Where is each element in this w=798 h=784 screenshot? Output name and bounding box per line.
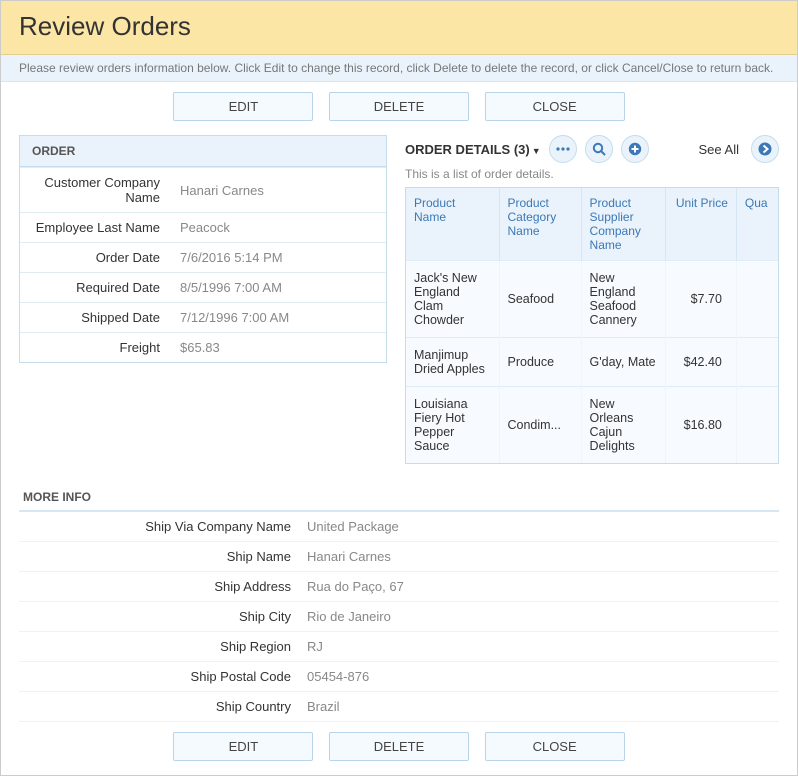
column-header[interactable]: Product Category Name xyxy=(499,188,581,261)
order-fields-table: Customer Company NameHanari Carnes Emplo… xyxy=(20,167,386,362)
more-info-title: MORE INFO xyxy=(19,482,779,512)
field-value: 8/5/1996 7:00 AM xyxy=(170,273,386,303)
add-button[interactable] xyxy=(621,135,649,163)
table-row[interactable]: Jack's New England Clam Chowder Seafood … xyxy=(406,261,778,338)
cell-product: Jack's New England Clam Chowder xyxy=(406,261,499,338)
cell-supplier: G'day, Mate xyxy=(581,338,665,387)
field-value: Hanari Carnes xyxy=(299,542,779,572)
field-value: $65.83 xyxy=(170,333,386,363)
order-details-section: ORDER DETAILS (3)▼ See All This is xyxy=(405,135,779,464)
details-hint: This is a list of order details. xyxy=(405,167,779,181)
see-all-button[interactable] xyxy=(751,135,779,163)
field-label: Ship Address xyxy=(19,572,299,602)
delete-button[interactable]: DELETE xyxy=(329,732,469,761)
field-label: Employee Last Name xyxy=(20,213,170,243)
field-label: Shipped Date xyxy=(20,303,170,333)
field-value: Rua do Paço, 67 xyxy=(299,572,779,602)
cell-category: Seafood xyxy=(499,261,581,338)
edit-button[interactable]: EDIT xyxy=(173,732,313,761)
cell-product: Manjimup Dried Apples xyxy=(406,338,499,387)
page-title: Review Orders xyxy=(19,11,779,42)
plus-icon xyxy=(627,141,643,157)
search-button[interactable] xyxy=(585,135,613,163)
page-frame: Review Orders Please review orders infor… xyxy=(0,0,798,776)
column-header[interactable]: Unit Price xyxy=(665,188,736,261)
field-label: Order Date xyxy=(20,243,170,273)
edit-button[interactable]: EDIT xyxy=(173,92,313,121)
dots-icon xyxy=(555,141,571,157)
cell-supplier: New England Seafood Cannery xyxy=(581,261,665,338)
field-value: Hanari Carnes xyxy=(170,168,386,213)
more-info-table: Ship Via Company NameUnited Package Ship… xyxy=(19,512,779,722)
column-header[interactable]: Product Supplier Company Name xyxy=(581,188,665,261)
table-row[interactable]: Manjimup Dried Apples Produce G'day, Mat… xyxy=(406,338,778,387)
field-label: Freight xyxy=(20,333,170,363)
cell-product: Louisiana Fiery Hot Pepper Sauce xyxy=(406,387,499,464)
cell-category: Condim... xyxy=(499,387,581,464)
field-label: Ship Name xyxy=(19,542,299,572)
column-header[interactable]: Product Name xyxy=(406,188,499,261)
field-label: Ship Country xyxy=(19,692,299,722)
field-value: 05454-876 xyxy=(299,662,779,692)
field-value: 7/6/2016 5:14 PM xyxy=(170,243,386,273)
cell-qty xyxy=(736,338,778,387)
field-value: Peacock xyxy=(170,213,386,243)
cell-price: $42.40 xyxy=(665,338,736,387)
field-label: Ship City xyxy=(19,602,299,632)
field-label: Required Date xyxy=(20,273,170,303)
cell-qty xyxy=(736,261,778,338)
cell-category: Produce xyxy=(499,338,581,387)
caret-down-icon: ▼ xyxy=(532,146,541,156)
page-header: Review Orders xyxy=(1,1,797,55)
order-panel-title: ORDER xyxy=(20,136,386,167)
search-icon xyxy=(591,141,607,157)
delete-button[interactable]: DELETE xyxy=(329,92,469,121)
cell-price: $16.80 xyxy=(665,387,736,464)
instruction-bar: Please review orders information below. … xyxy=(1,55,797,82)
field-value: Rio de Janeiro xyxy=(299,602,779,632)
more-actions-button[interactable] xyxy=(549,135,577,163)
field-value: Brazil xyxy=(299,692,779,722)
column-header[interactable]: Qua xyxy=(736,188,778,261)
field-value: United Package xyxy=(299,512,779,542)
details-toolbar: ORDER DETAILS (3)▼ See All xyxy=(405,135,779,163)
field-label: Ship Region xyxy=(19,632,299,662)
details-grid: Product Name Product Category Name Produ… xyxy=(405,187,779,464)
field-value: RJ xyxy=(299,632,779,662)
chevron-right-icon xyxy=(757,141,773,157)
details-title[interactable]: ORDER DETAILS (3)▼ xyxy=(405,142,541,157)
action-bar-bottom: EDIT DELETE CLOSE xyxy=(1,722,797,775)
more-info-section: MORE INFO Ship Via Company NameUnited Pa… xyxy=(19,482,779,722)
cell-price: $7.70 xyxy=(665,261,736,338)
cell-supplier: New Orleans Cajun Delights xyxy=(581,387,665,464)
field-label: Customer Company Name xyxy=(20,168,170,213)
content-columns: ORDER Customer Company NameHanari Carnes… xyxy=(1,135,797,482)
close-button[interactable]: CLOSE xyxy=(485,732,625,761)
order-panel: ORDER Customer Company NameHanari Carnes… xyxy=(19,135,387,363)
field-label: Ship Via Company Name xyxy=(19,512,299,542)
action-bar-top: EDIT DELETE CLOSE xyxy=(1,82,797,135)
cell-qty xyxy=(736,387,778,464)
field-label: Ship Postal Code xyxy=(19,662,299,692)
field-value: 7/12/1996 7:00 AM xyxy=(170,303,386,333)
see-all-label: See All xyxy=(699,142,739,157)
table-row[interactable]: Louisiana Fiery Hot Pepper Sauce Condim.… xyxy=(406,387,778,464)
close-button[interactable]: CLOSE xyxy=(485,92,625,121)
